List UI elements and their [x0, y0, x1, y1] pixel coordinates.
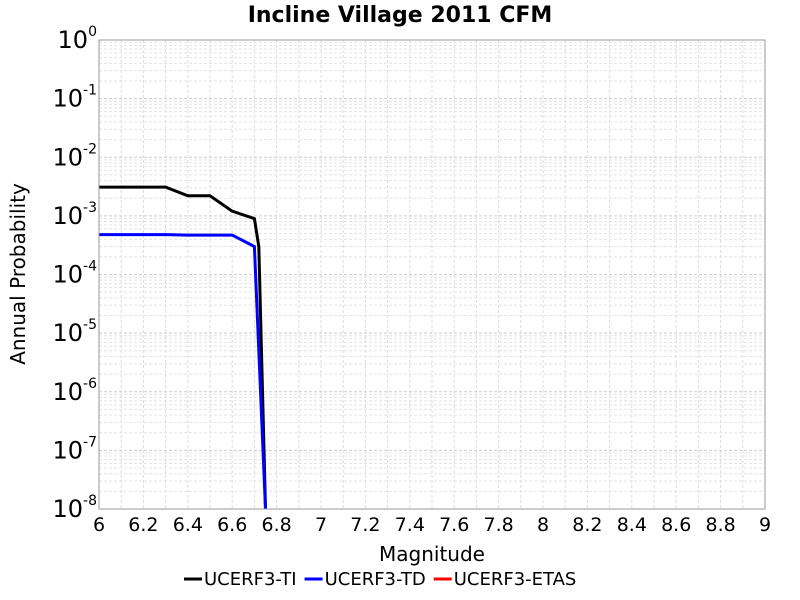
x-tick-label: 8: [537, 514, 549, 536]
x-tick-label: 7.8: [483, 514, 513, 536]
series-line-ucerf3-td: [99, 233, 267, 510]
y-tick-label: 100: [58, 24, 97, 54]
legend-label: UCERF3-ETAS: [454, 569, 577, 590]
x-tick-label: 6: [93, 514, 105, 536]
chart-title: Incline Village 2011 CFM: [248, 3, 553, 28]
grid: [98, 40, 766, 510]
x-tick-label: 8.8: [705, 514, 735, 536]
y-tick-label: 10-3: [52, 200, 97, 230]
x-tick-label: 8.2: [572, 514, 602, 536]
x-tick-label: 6.2: [128, 514, 158, 536]
x-tick-label: 8.4: [617, 514, 647, 536]
x-tick-label: 7.6: [439, 514, 469, 536]
y-tick-label: 10-6: [52, 376, 97, 406]
y-tick-label: 10-4: [52, 259, 97, 289]
y-tick-label: 10-7: [52, 434, 97, 464]
x-tick-label: 7: [315, 514, 327, 536]
y-tick-label: 10-1: [52, 83, 97, 113]
legend-label: UCERF3-TI: [204, 569, 297, 590]
plot-border: [98, 39, 766, 510]
y-tick-labels: 100 10-1 10-2 10-3 10-4 10-5 10-6 10-7 10-8: [52, 24, 97, 523]
x-tick-label: 6.6: [217, 514, 247, 536]
series-line-ucerf3-ti: [99, 185, 267, 510]
series-layer: [99, 185, 267, 510]
y-axis-label: Annual Probability: [6, 183, 30, 365]
x-tick-label: 7.2: [350, 514, 380, 536]
y-tick-label: 10-2: [52, 141, 97, 171]
y-tick-label: 10-5: [52, 317, 97, 347]
legend: UCERF3-TI UCERF3-TD UCERF3-ETAS: [184, 569, 576, 590]
x-tick-label: 6.8: [261, 514, 291, 536]
x-tick-label: 6.4: [173, 514, 203, 536]
x-tick-label: 7.4: [395, 514, 425, 536]
x-tick-labels: 6 6.2 6.4 6.6 6.8 7 7.2 7.4 7.6 7.8 8 8.2 8.4 8.6 8.8 9: [93, 514, 771, 536]
x-axis-label: Magnitude: [379, 542, 485, 566]
x-tick-label: 8.6: [661, 514, 691, 536]
x-tick-label: 9: [759, 514, 771, 536]
legend-label: UCERF3-TD: [325, 569, 426, 590]
y-tick-label: 10-8: [52, 493, 97, 523]
